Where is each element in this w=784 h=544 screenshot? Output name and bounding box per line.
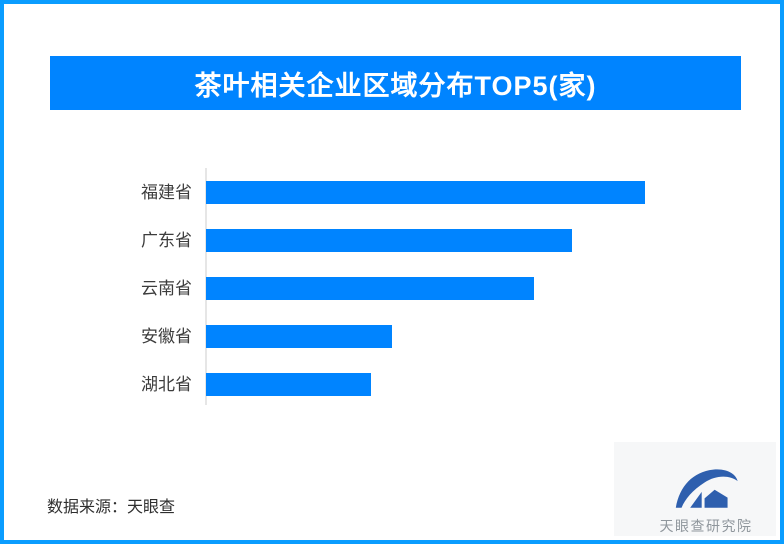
bar-chart: 福建省广东省云南省安徽省湖北省	[4, 168, 780, 408]
category-label: 安徽省	[141, 326, 192, 346]
bar	[206, 276, 534, 300]
bar-row: 湖北省	[4, 360, 780, 408]
category-label: 湖北省	[141, 374, 192, 394]
category-label: 福建省	[141, 182, 192, 202]
bar-row: 福建省	[4, 168, 780, 216]
data-source-label: 数据来源：天眼查	[47, 499, 176, 516]
bar	[206, 228, 572, 252]
tianyancha-eye-logo-icon	[675, 469, 738, 508]
title-banner: 茶叶相关企业区域分布TOP5(家)	[50, 56, 741, 110]
bar	[206, 324, 392, 348]
bar	[206, 180, 645, 204]
bar-track	[206, 180, 780, 204]
category-label: 广东省	[141, 230, 192, 250]
brand-name: 天眼查研究院	[659, 518, 753, 534]
brand-logo: 天眼查研究院	[636, 466, 776, 536]
bar	[206, 372, 371, 396]
bar-track	[206, 276, 780, 300]
bar-track	[206, 228, 780, 252]
bar-row: 安徽省	[4, 312, 780, 360]
bar-track	[206, 372, 780, 396]
chart-title: 茶叶相关企业区域分布TOP5(家)	[194, 70, 597, 101]
bar-row: 云南省	[4, 264, 780, 312]
bar-track	[206, 324, 780, 348]
category-label: 云南省	[141, 278, 192, 298]
bar-row: 广东省	[4, 216, 780, 264]
